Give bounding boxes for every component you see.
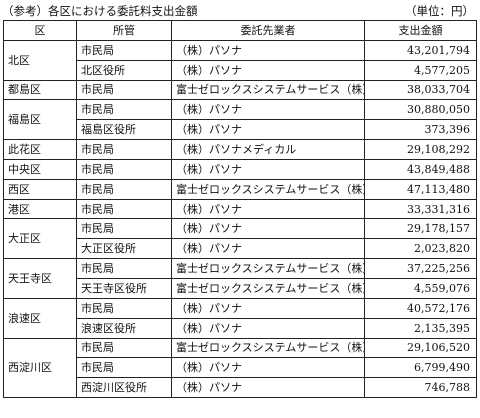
contractor-cell: （株）パソナ [171, 357, 365, 379]
amount-cell: 38,033,704 [364, 79, 477, 101]
header-row: 区 所管 委託先業者 支出金額 [3, 20, 477, 41]
header-contractor: 委託先業者 [171, 20, 365, 41]
ward-cell: 福島区 [3, 99, 77, 141]
ward-cell: 港区 [3, 198, 77, 220]
amount-cell: 29,106,520 [364, 337, 477, 359]
office-cell: 市民局 [76, 139, 172, 160]
ward-cell: 此花区 [3, 139, 77, 160]
contractor-cell: 富士ゼロックスシステムサービス（株） [171, 178, 365, 200]
office-cell: 浪速区役所 [76, 317, 172, 339]
contractor-cell: 富士ゼロックスシステムサービス（株） [171, 258, 365, 279]
amount-cell: 40,572,176 [364, 297, 477, 319]
contractor-cell: 富士ゼロックスシステムサービス（株） [171, 277, 365, 299]
contractor-cell: 富士ゼロックスシステムサービス（株） [171, 337, 365, 359]
office-cell: 市民局 [76, 39, 172, 61]
contractor-cell: （株）パソナ [171, 59, 365, 81]
table-row: 天王寺区役所 富士ゼロックスシステムサービス（株） 4,559,076 [4, 277, 477, 299]
table-row: 北区役所 （株）パソナ 4,577,205 [4, 59, 477, 81]
table-row: 大正区役所 （株）パソナ 2,023,820 [4, 238, 477, 260]
ward-cell: 西淀川区 [3, 337, 77, 399]
amount-cell: 29,178,157 [364, 218, 477, 240]
amount-cell: 4,577,205 [364, 59, 477, 81]
amount-cell: 30,880,050 [364, 99, 477, 121]
contractor-cell: （株）パソナ [171, 119, 365, 141]
contractor-cell: （株）パソナ [171, 317, 365, 339]
office-cell: 市民局 [76, 258, 172, 279]
ward-cell: 大正区 [3, 218, 77, 260]
contractor-cell: （株）パソナメディカル [171, 139, 365, 160]
table-row: 西淀川区役所 （株）パソナ 746,788 [4, 377, 477, 399]
table-row: 西区 市民局 富士ゼロックスシステムサービス（株） 47,113,480 [3, 178, 477, 200]
ward-cell: 中央区 [3, 158, 77, 180]
office-cell: 大正区役所 [76, 238, 172, 260]
table-caption: （参考）各区における委託料支出金額 [2, 4, 198, 18]
office-cell: 福島区役所 [76, 119, 172, 141]
ward-cell: 浪速区 [3, 297, 77, 339]
amount-cell: 43,849,488 [364, 158, 477, 180]
office-cell: 市民局 [76, 337, 172, 359]
table-body: 北区 市民局 （株）パソナ 43,201,794 北区役所 （株）パソナ 4,577,205… [3, 39, 477, 399]
table-row: 市民局 （株）パソナ 6,799,490 [4, 357, 477, 379]
ward-cell: 天王寺区 [3, 258, 77, 299]
office-cell: 市民局 [76, 158, 172, 180]
office-cell: 市民局 [76, 218, 172, 240]
office-cell: 市民局 [76, 297, 172, 319]
table-row: 西淀川区 市民局 富士ゼロックスシステムサービス（株） 29,106,520 [3, 337, 477, 399]
amount-cell: 746,788 [364, 377, 477, 399]
table-row: 中央区 市民局 （株）パソナ 43,849,488 [3, 158, 477, 180]
unit-note: （単位：円） [405, 4, 474, 18]
ward-cell: 西区 [3, 178, 77, 200]
amount-cell: 2,135,395 [364, 317, 477, 339]
table-row: 此花区 市民局 （株）パソナメディカル 29,108,292 [3, 139, 477, 160]
office-cell: 市民局 [76, 99, 172, 121]
contractor-cell: （株）パソナ [171, 198, 365, 220]
header-amount: 支出金額 [364, 20, 477, 41]
table-row: 港区 市民局 （株）パソナ 33,331,316 [3, 198, 477, 220]
office-cell: 市民局 [76, 79, 172, 101]
contractor-cell: （株）パソナ [171, 377, 365, 399]
header-office: 所管 [76, 20, 172, 41]
amount-cell: 43,201,794 [364, 39, 477, 61]
office-cell: 天王寺区役所 [76, 277, 172, 299]
contractor-cell: （株）パソナ [171, 238, 365, 260]
expenditure-table: 区 所管 委託先業者 支出金額 北区 市民局 （株）パソナ 43,201,794 北区役… [3, 20, 477, 399]
contractor-cell: 富士ゼロックスシステムサービス（株） [171, 79, 365, 101]
table-row: 福島区 市民局 （株）パソナ 30,880,050 [3, 99, 477, 141]
amount-cell: 37,225,256 [364, 258, 477, 279]
office-cell: 北区役所 [76, 59, 172, 81]
contractor-cell: （株）パソナ [171, 39, 365, 61]
office-cell: 西淀川区役所 [76, 377, 172, 399]
office-cell: 市民局 [76, 198, 172, 220]
amount-cell: 4,559,076 [364, 277, 477, 299]
contractor-cell: （株）パソナ [171, 158, 365, 180]
office-cell: 市民局 [76, 178, 172, 200]
contractor-cell: （株）パソナ [171, 297, 365, 319]
table-row: 北区 市民局 （株）パソナ 43,201,794 [3, 39, 477, 81]
ward-cell: 都島区 [3, 79, 77, 101]
contractor-cell: （株）パソナ [171, 218, 365, 240]
amount-cell: 373,396 [364, 119, 477, 141]
table-row: 浪速区 市民局 （株）パソナ 40,572,176 [3, 297, 477, 339]
header-ward: 区 [3, 20, 77, 41]
amount-cell: 29,108,292 [364, 139, 477, 160]
table-row: 都島区 市民局 富士ゼロックスシステムサービス（株） 38,033,704 [3, 79, 477, 101]
ward-cell: 北区 [3, 39, 77, 81]
table-row: 大正区 市民局 （株）パソナ 29,178,157 [3, 218, 477, 260]
amount-cell: 33,331,316 [364, 198, 477, 220]
contractor-cell: （株）パソナ [171, 99, 365, 121]
amount-cell: 6,799,490 [364, 357, 477, 379]
table-row: 天王寺区 市民局 富士ゼロックスシステムサービス（株） 37,225,256 [3, 258, 477, 299]
amount-cell: 47,113,480 [364, 178, 477, 200]
office-cell: 市民局 [76, 357, 172, 379]
amount-cell: 2,023,820 [364, 238, 477, 260]
